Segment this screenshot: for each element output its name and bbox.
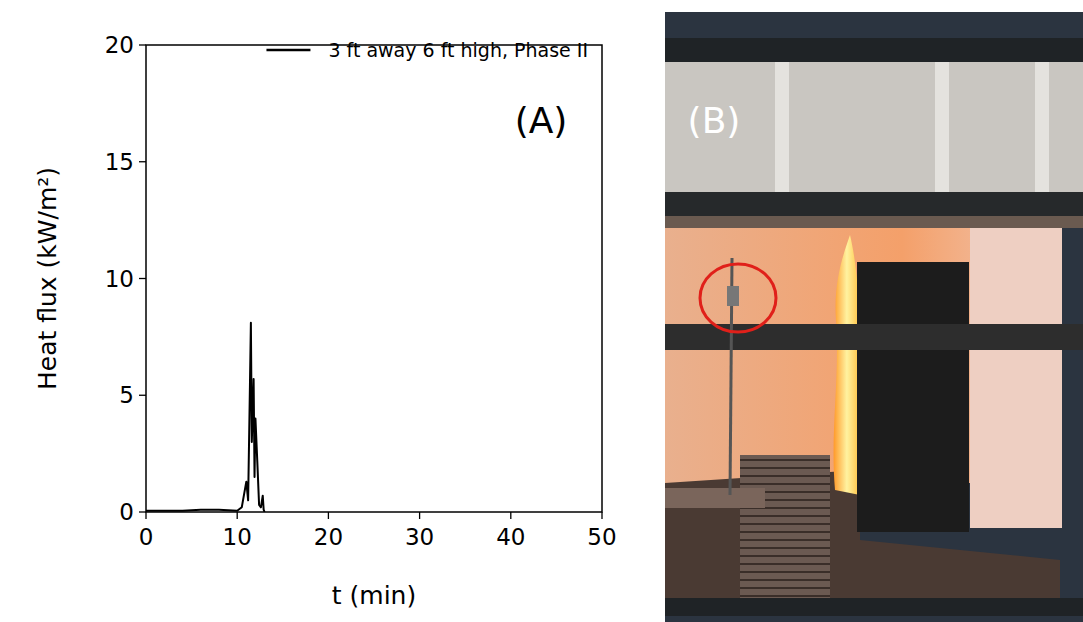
grate-line — [740, 523, 830, 525]
x-tick-label: 40 — [496, 524, 525, 550]
x-tick — [601, 512, 602, 519]
upper-wall — [665, 62, 1083, 197]
y-tick — [139, 161, 146, 162]
y-tick — [139, 395, 146, 396]
panel-label: (B) — [688, 100, 741, 141]
ceiling-edge — [665, 216, 1083, 228]
y-tick-label: 15 — [105, 149, 134, 175]
legend-swatch — [266, 49, 310, 52]
flame — [834, 235, 860, 495]
plot-area — [146, 323, 265, 512]
stud — [1035, 62, 1049, 197]
grate-line — [740, 587, 830, 589]
grate-line — [740, 515, 830, 517]
grate-line — [740, 595, 830, 597]
x-tick — [328, 512, 329, 519]
line-series — [146, 323, 265, 512]
y-tick — [139, 44, 146, 45]
x-tick-label: 20 — [314, 524, 343, 550]
x-axis-title: t (min) — [332, 581, 416, 610]
grate-line — [740, 459, 830, 461]
grate-line — [740, 563, 830, 565]
plot-frame — [146, 45, 602, 512]
y-tick-label: 10 — [105, 266, 134, 292]
x-tick-label: 10 — [223, 524, 252, 550]
crossbar — [665, 324, 1083, 350]
grate-line — [740, 571, 830, 573]
grate-line — [740, 531, 830, 533]
grate — [740, 455, 830, 598]
panel-label: (A) — [515, 100, 568, 141]
x-tick-label: 30 — [405, 524, 434, 550]
y-axis-title: Heat flux (kW/m²) — [33, 167, 62, 390]
x-tick-label: 50 — [587, 524, 616, 550]
cabinet — [857, 262, 969, 532]
beam — [665, 598, 1083, 616]
figure: 0 10 20 30 40 50 0 5 10 15 20 t (min) Heat flux (kW/… — [0, 0, 1083, 622]
grate-line — [740, 475, 830, 477]
x-tick-label: 0 — [139, 524, 154, 550]
y-tick-label: 0 — [119, 499, 134, 525]
x-tick — [237, 512, 238, 519]
legend-label: 3 ft away 6 ft high, Phase II — [328, 39, 588, 61]
y-tick — [139, 511, 146, 512]
grate — [665, 488, 765, 508]
grate-line — [740, 539, 830, 541]
highlight-circle — [700, 264, 776, 332]
beam — [665, 192, 1083, 216]
grate-line — [740, 579, 830, 581]
grate-line — [740, 555, 830, 557]
grate-line — [740, 547, 830, 549]
photo: (B) — [665, 12, 1083, 622]
y-tick — [139, 278, 146, 279]
stud — [775, 62, 789, 197]
photo-bg — [665, 12, 1083, 622]
x-tick — [145, 512, 146, 519]
stud — [935, 62, 949, 197]
x-tick — [510, 512, 511, 519]
y-tick-label: 5 — [119, 382, 134, 408]
beam — [665, 38, 1083, 62]
gauge — [727, 286, 739, 306]
grate-line — [740, 483, 830, 485]
grate-line — [740, 467, 830, 469]
x-tick — [419, 512, 420, 519]
y-tick-label: 20 — [105, 32, 134, 58]
right-wall — [970, 228, 1062, 528]
